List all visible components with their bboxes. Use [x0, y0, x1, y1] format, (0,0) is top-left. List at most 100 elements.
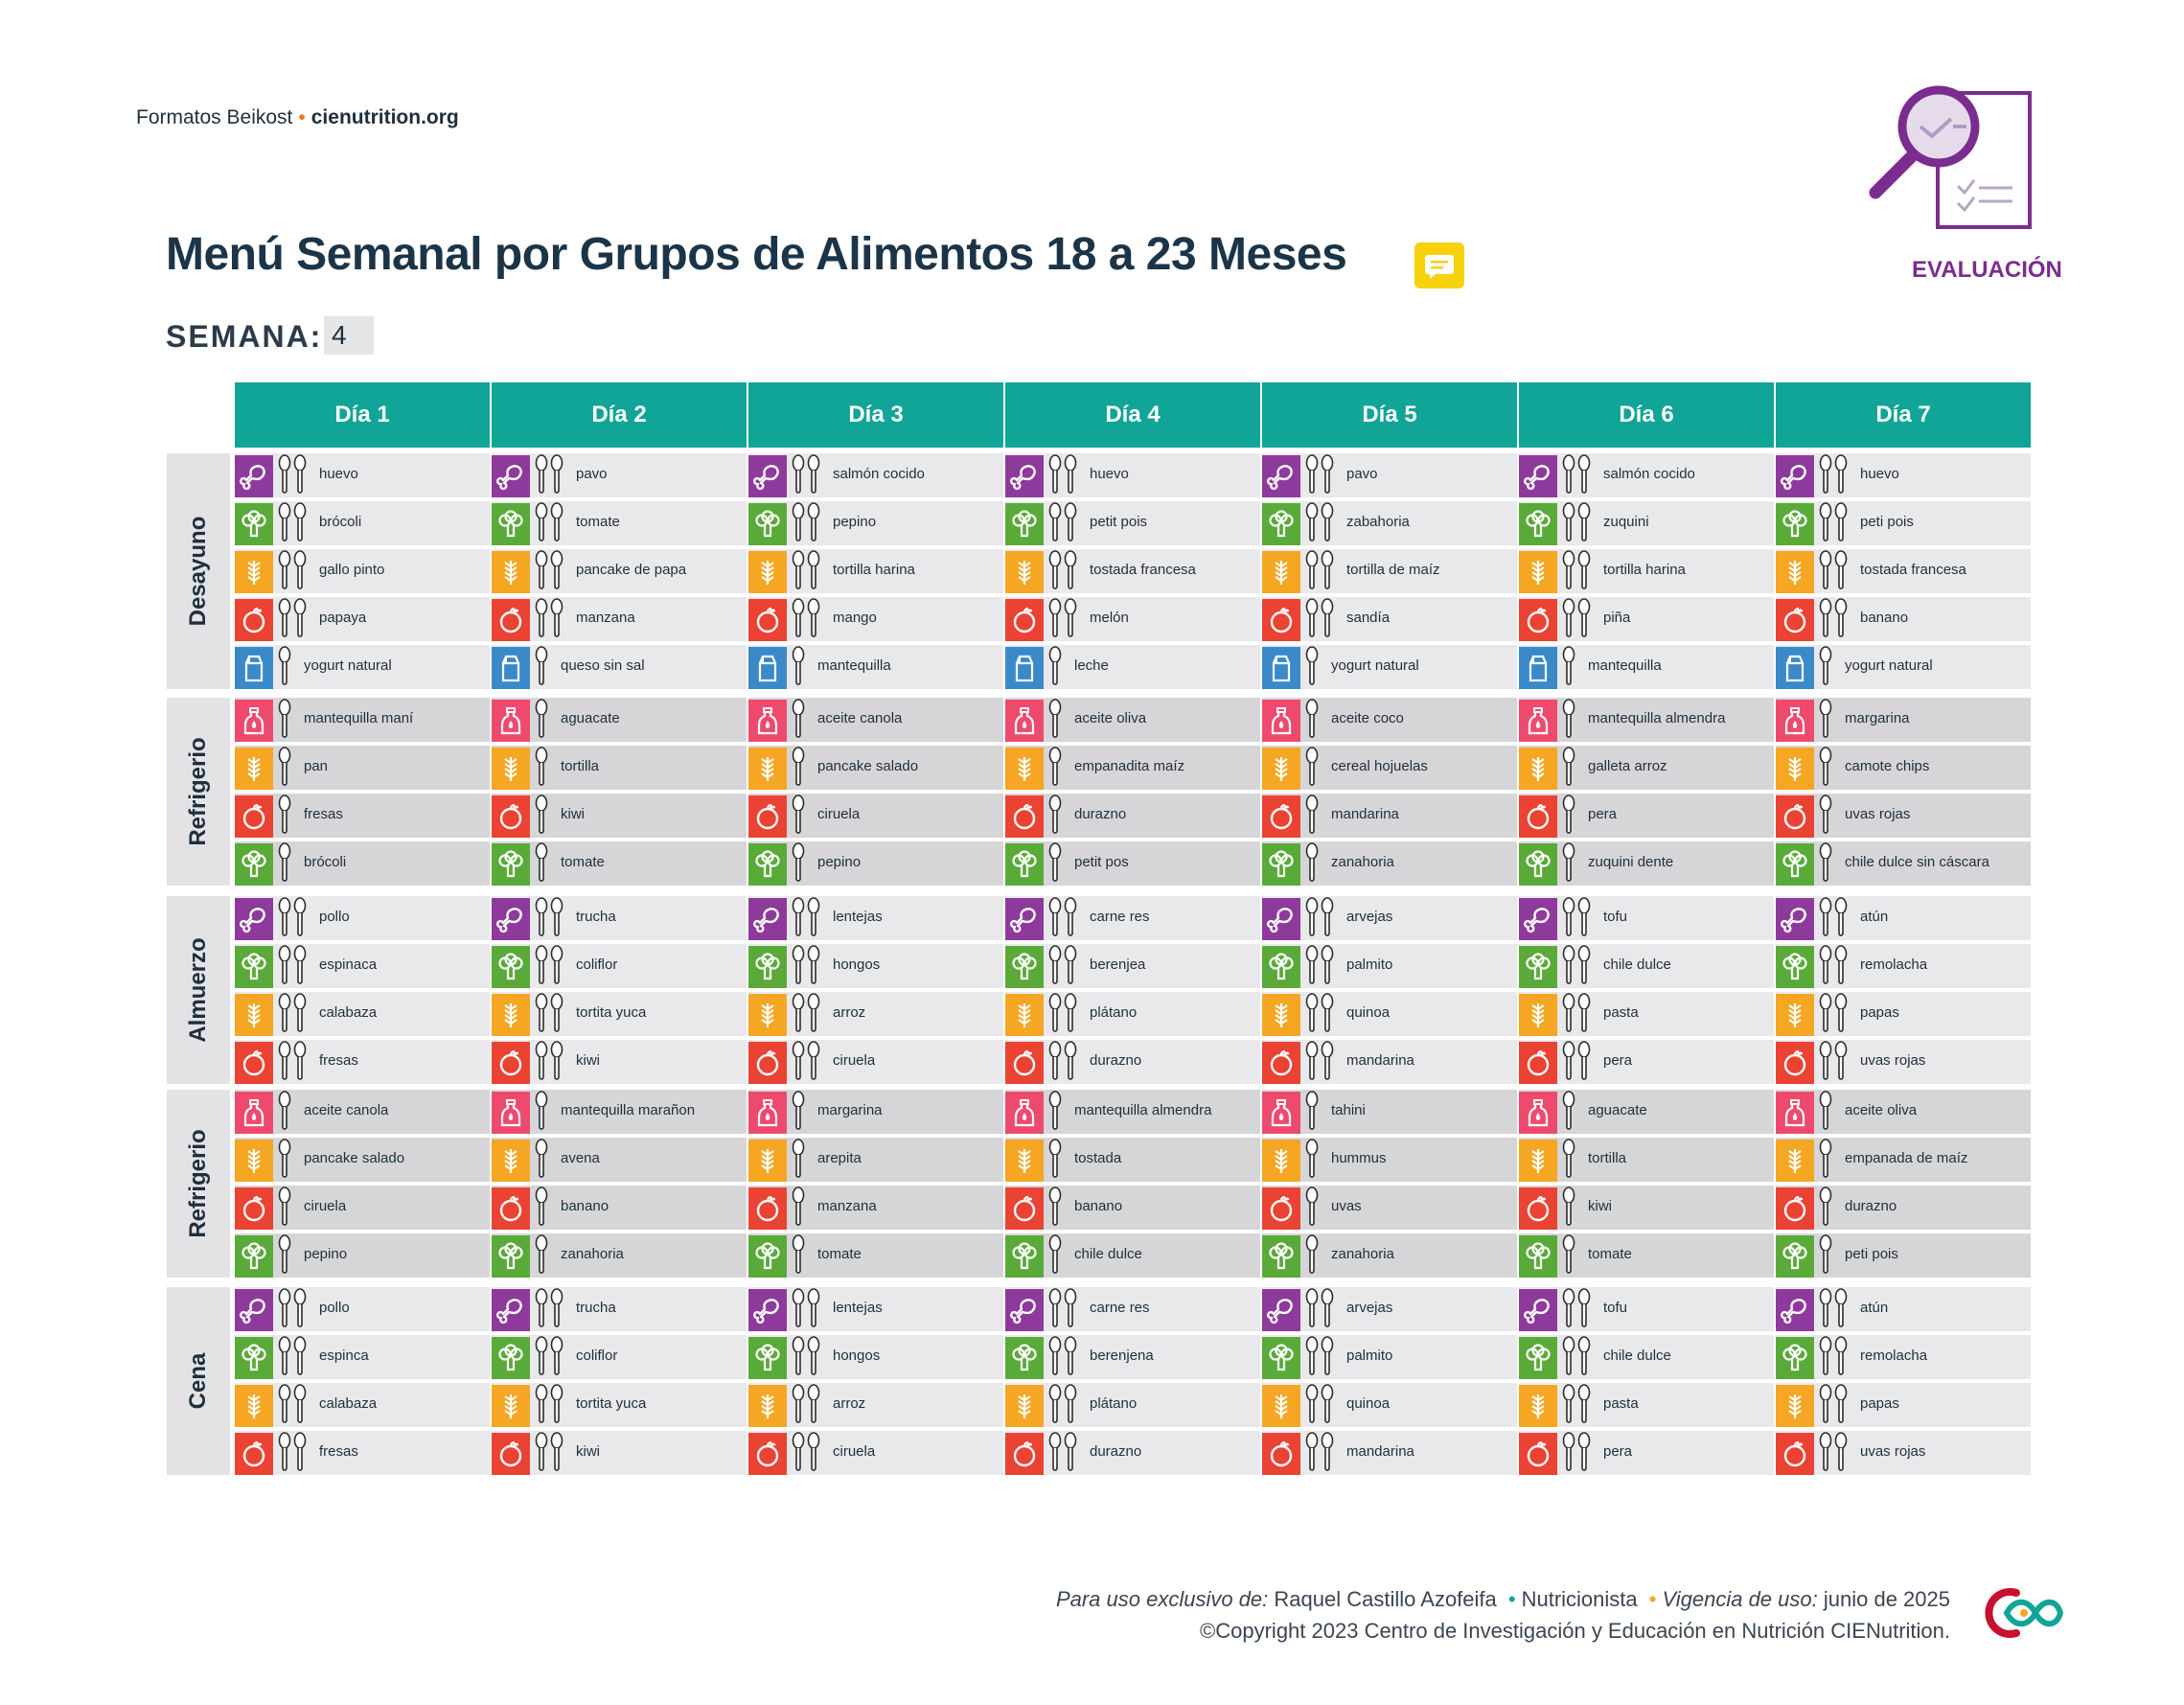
fat-group-icon — [492, 1092, 530, 1134]
food-name: pasta — [1603, 1004, 1639, 1021]
spoon-portion-icon — [1561, 646, 1580, 692]
food-cell: palmito — [1262, 944, 1517, 988]
vegetable-group-icon — [748, 946, 787, 988]
food-name: yogurt natural — [1331, 657, 1419, 674]
food-cell: aguacate — [1519, 1090, 1774, 1134]
fruit-group-icon — [1262, 795, 1300, 838]
grain-group-icon — [1776, 748, 1814, 790]
spoon-portion-icon — [1047, 1234, 1067, 1280]
protein-group-icon — [235, 1289, 273, 1331]
vegetable-group-icon — [1005, 503, 1044, 545]
spoon-portion-icon — [1304, 1336, 1339, 1382]
food-cell: kiwi — [492, 794, 747, 838]
food-cell: pasta — [1519, 1383, 1774, 1427]
food-name: calabaza — [319, 1395, 378, 1412]
meal-name: Desayuno — [185, 516, 211, 627]
comment-icon[interactable] — [1414, 242, 1464, 288]
spoon-portion-icon — [534, 897, 568, 943]
spoon-portion-icon — [277, 598, 311, 644]
grain-group-icon — [1005, 1140, 1044, 1182]
food-name: tostada — [1074, 1150, 1122, 1166]
food-name: pavo — [576, 466, 608, 482]
spoon-portion-icon — [791, 1091, 810, 1137]
spoon-portion-icon — [1047, 993, 1082, 1039]
grain-group-icon — [235, 551, 273, 593]
grain-group-icon — [492, 551, 530, 593]
grain-group-icon — [1262, 551, 1300, 593]
spoon-portion-icon — [277, 842, 296, 888]
food-name: tortilla — [561, 758, 600, 774]
fruit-group-icon — [1262, 599, 1300, 641]
spoon-portion-icon — [1561, 1187, 1580, 1233]
food-cell: trucha — [492, 1287, 747, 1331]
spoon-portion-icon — [1304, 646, 1323, 692]
grain-group-icon — [235, 1140, 273, 1182]
grain-group-icon — [1776, 1140, 1814, 1182]
spoon-portion-icon — [1304, 1288, 1339, 1334]
grain-group-icon — [1519, 994, 1557, 1036]
semana-input[interactable]: 4 — [324, 316, 374, 355]
food-cell: banano — [1776, 597, 2031, 641]
spoon-portion-icon — [1818, 1187, 1837, 1233]
spoon-portion-icon — [791, 550, 825, 596]
food-name: mandarina — [1346, 1443, 1414, 1460]
food-name: atún — [1860, 1300, 1889, 1316]
fat-group-icon — [1776, 1092, 1814, 1134]
meal-name: Almuerzo — [185, 937, 211, 1043]
food-name: trucha — [576, 909, 616, 925]
spoon-portion-icon — [1561, 454, 1596, 500]
food-name: avena — [561, 1150, 600, 1166]
footer-bullet-1: • — [1507, 1587, 1516, 1611]
dairy-group-icon — [1262, 647, 1300, 689]
vegetable-group-icon — [748, 843, 787, 886]
vegetable-group-icon — [1005, 1235, 1044, 1278]
spoon-portion-icon — [791, 1041, 825, 1087]
food-cell: tomate — [492, 841, 747, 886]
spoon-portion-icon — [1561, 842, 1580, 888]
spoon-portion-icon — [1561, 1091, 1580, 1137]
footer-line-1: Para uso exclusivo de: Raquel Castillo A… — [1056, 1583, 1950, 1615]
fruit-group-icon — [1519, 1042, 1557, 1084]
food-cell: mandarina — [1262, 1431, 1517, 1475]
fat-group-icon — [1262, 1092, 1300, 1134]
vegetable-group-icon — [1262, 1235, 1300, 1278]
food-cell: camote chips — [1776, 746, 2031, 790]
food-name: pancake salado — [817, 758, 919, 774]
vegetable-group-icon — [1005, 1337, 1044, 1379]
food-cell: trucha — [492, 896, 747, 940]
food-name: pera — [1588, 806, 1618, 822]
food-name: sandía — [1346, 610, 1391, 626]
food-name: mantequilla almendra — [1074, 1102, 1212, 1118]
food-name: durazno — [1845, 1198, 1897, 1214]
food-name: pollo — [319, 909, 350, 925]
food-name: empanada de maíz — [1845, 1150, 1968, 1166]
food-name: banano — [1074, 1198, 1123, 1214]
spoon-portion-icon — [791, 699, 810, 745]
spoon-portion-icon — [1304, 1384, 1339, 1430]
food-name: zabahoria — [1346, 514, 1410, 530]
food-name: tahini — [1331, 1102, 1366, 1118]
spoon-portion-icon — [1818, 842, 1837, 888]
brand-site[interactable]: cienutrition.org — [310, 106, 459, 128]
food-name: manzana — [817, 1198, 877, 1214]
food-name: mantequilla — [1588, 657, 1662, 674]
food-cell: calabaza — [235, 992, 490, 1036]
dairy-group-icon — [748, 647, 787, 689]
protein-group-icon — [492, 1289, 530, 1331]
vegetable-group-icon — [235, 1337, 273, 1379]
vegetable-group-icon — [1519, 843, 1557, 886]
grain-group-icon — [235, 994, 273, 1036]
food-name: aguacate — [561, 710, 620, 726]
food-cell: pepino — [235, 1233, 490, 1278]
food-name: tofu — [1603, 909, 1628, 925]
food-cell: pera — [1519, 794, 1774, 838]
food-cell: uvas rojas — [1776, 1040, 2031, 1084]
spoon-portion-icon — [1818, 1091, 1837, 1137]
food-name: arvejas — [1346, 1300, 1393, 1316]
spoon-portion-icon — [1047, 842, 1067, 888]
vegetable-group-icon — [235, 946, 273, 988]
spoon-portion-icon — [1304, 747, 1323, 793]
food-cell: arroz — [748, 1383, 1003, 1427]
food-cell: mantequilla — [748, 645, 1003, 689]
food-cell: berenjena — [1005, 1335, 1260, 1379]
